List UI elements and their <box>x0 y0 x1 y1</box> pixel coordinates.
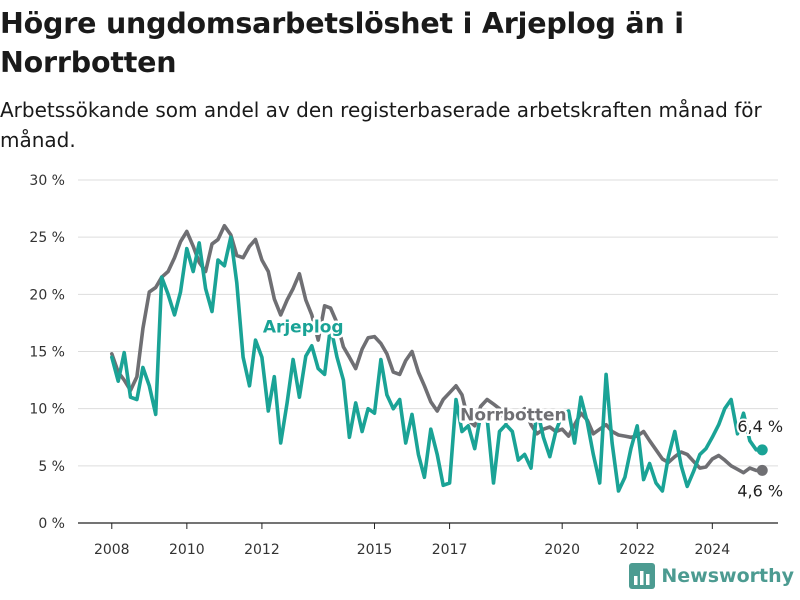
newsworthy-brand: Newsworthy <box>629 562 794 590</box>
series-line-norrbotten <box>110 223 764 475</box>
y-tick-label: 10 % <box>29 402 65 418</box>
y-tick-label: 25 % <box>29 230 65 246</box>
x-tick-label: 2017 <box>432 542 468 558</box>
series-label-arjeplog: Arjeplog <box>263 317 344 337</box>
y-tick-label: 20 % <box>29 287 65 303</box>
x-tick-label: 2010 <box>169 542 205 558</box>
bar-chart-logo-icon <box>629 563 656 589</box>
chart-title: Högre ungdomsarbetslöshet i Arjeplog än … <box>0 7 684 79</box>
x-tick-label: 2008 <box>94 542 130 558</box>
end-value-label-norrbotten: 4,6 % <box>737 481 783 500</box>
x-tick-label: 2022 <box>619 542 655 558</box>
chart-subtitle: Arbetssökande som andel av den registerb… <box>0 98 762 152</box>
y-tick-label: 0 % <box>38 516 65 532</box>
x-tick-label: 2024 <box>694 542 730 558</box>
x-tick-label: 2012 <box>244 542 280 558</box>
end-point-norrbotten <box>756 464 768 476</box>
x-tick-label: 2015 <box>357 542 393 558</box>
y-tick-label: 15 % <box>29 345 65 361</box>
series-line-arjeplog <box>110 235 764 493</box>
end-point-arjeplog <box>756 444 768 456</box>
x-tick-label: 2020 <box>544 542 580 558</box>
end-value-label-arjeplog: 6,4 % <box>737 417 783 436</box>
series-label-norrbotten: Norrbotten <box>460 405 566 425</box>
y-tick-label: 5 % <box>38 459 65 475</box>
brand-name: Newsworthy <box>661 565 794 587</box>
y-tick-label: 30 % <box>29 173 65 189</box>
